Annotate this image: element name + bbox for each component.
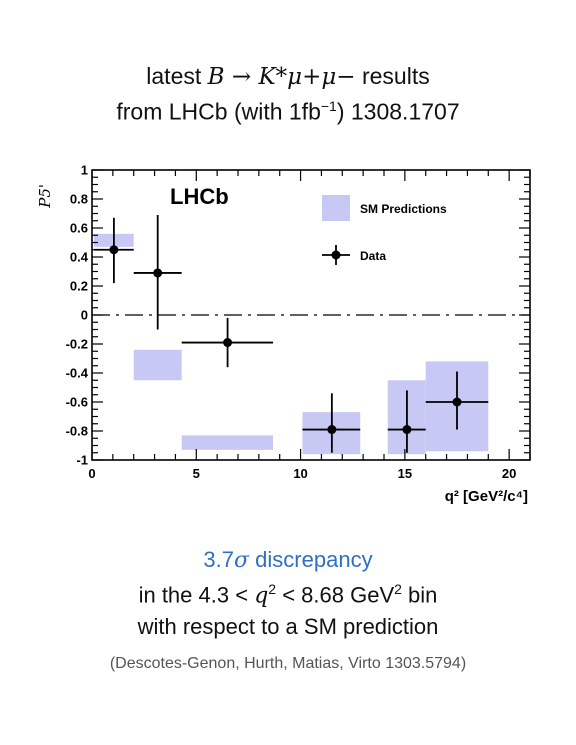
respect-line: with respect to a SM prediction (137, 614, 439, 639)
sm-prediction-band (133, 349, 182, 381)
data-point (181, 317, 274, 368)
y-tick-label: -1 (76, 453, 88, 468)
data-marker (452, 397, 462, 407)
bin-description: in the 4.3 < q2 < 8.68 GeV2 bin (0, 581, 576, 608)
data-point (425, 371, 489, 430)
legend: SM Predictions Data (322, 195, 447, 265)
x-axis-label: q² [GeV²/c⁴] (445, 488, 528, 505)
y-tick-label: -0.4 (66, 366, 89, 381)
discrepancy-number: 3.7 (203, 547, 235, 572)
y-tick-label: 0 (81, 308, 88, 323)
title-line-2: from LHCb (with 1fb−1) 1308.1707 (0, 98, 576, 126)
x-tick-label: 15 (398, 466, 412, 481)
title-suffix: results (361, 63, 430, 89)
legend-sm-label: SM Predictions (360, 202, 447, 216)
bin-suffix: bin (408, 582, 438, 608)
x-tick-label: 10 (293, 466, 307, 481)
bin-unit-exponent: 2 (394, 581, 402, 597)
data-marker (223, 338, 233, 348)
p5-prime-chart: 0 5 10 15 20 1 0.8 0.6 0.4 0.2 0 -0.2 -0.4 -0.6 -0.8 -1… (36, 163, 531, 505)
bin-prefix: in the 4.3 < (138, 582, 249, 608)
data-marker (109, 245, 119, 255)
legend-data-marker (331, 250, 341, 260)
sm-prediction-bands (94, 233, 489, 455)
data-marker (402, 425, 412, 435)
decay-formula: B → K*μ+μ− (207, 64, 356, 90)
discrepancy-word: discrepancy (255, 547, 373, 572)
sigma-symbol: σ (234, 548, 250, 573)
y-tick-label: -0.6 (66, 395, 88, 410)
discrepancy-line: 3.7σ discrepancy (0, 547, 576, 573)
y-axis-label: P5' (36, 184, 54, 209)
lhcb-label: LHCb (170, 184, 229, 209)
title-arxiv: ) 1308.1707 (336, 98, 460, 125)
y-tick-label: 0.6 (70, 221, 88, 236)
y-tick-label: 1 (81, 163, 88, 178)
bin-q-exponent: 2 (268, 581, 277, 597)
title-source: from LHCb (with 1fb (116, 98, 321, 125)
sm-prediction-band (181, 435, 274, 450)
data-points (94, 214, 489, 453)
data-point (94, 217, 134, 284)
x-tick-label: 5 (193, 466, 200, 481)
data-point (387, 390, 426, 453)
x-tick-label: 0 (88, 466, 95, 481)
legend-sm-swatch (322, 195, 350, 221)
data-marker (327, 425, 337, 435)
title-line-1: latest B → K*μ+μ− results (0, 63, 576, 90)
x-tick-label: 20 (502, 466, 516, 481)
data-marker (153, 268, 163, 278)
bin-q-symbol: q (254, 583, 269, 609)
data-point (302, 393, 361, 453)
y-tick-label: 0.2 (70, 279, 88, 294)
axis-ticks: 0 5 10 15 20 1 0.8 0.6 0.4 0.2 0 -0.2 -0.4 -0.6 -0.8 -1 (66, 163, 531, 481)
bin-middle: < 8.68 GeV (282, 582, 395, 608)
data-point (133, 214, 182, 330)
citation: (Descotes-Genon, Hurth, Matias, Virto 13… (109, 655, 467, 672)
legend-data-label: Data (360, 249, 386, 263)
y-tick-label: -0.2 (66, 337, 88, 352)
title-lumi-exponent: −1 (320, 98, 337, 114)
y-tick-label: -0.8 (66, 424, 88, 439)
title-prefix: latest (146, 63, 202, 89)
y-tick-label: 0.4 (70, 250, 89, 265)
y-tick-label: 0.8 (70, 192, 88, 207)
